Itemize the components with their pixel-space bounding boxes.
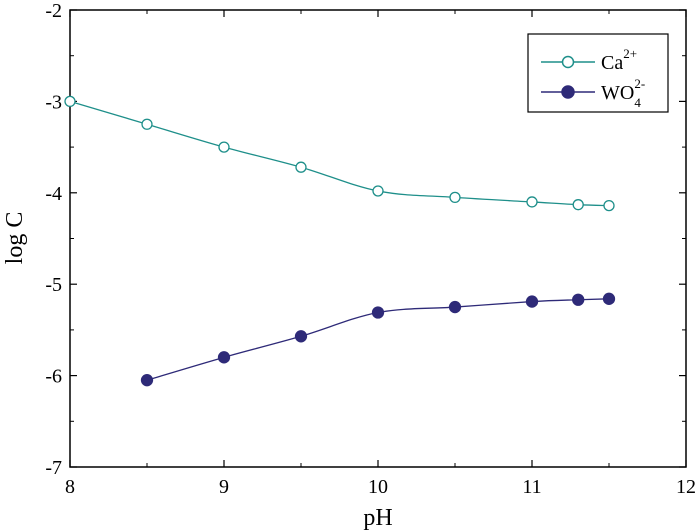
data-point <box>525 295 539 308</box>
data-point <box>218 141 230 153</box>
legend-label: Ca2+ <box>601 46 637 74</box>
y-tick-label: -4 <box>45 183 62 205</box>
legend-item-1: Ca2+ <box>541 46 637 74</box>
data-point <box>294 330 308 343</box>
y-axis-ticks: -7 -6 -5 -4 -3 -2 <box>45 0 686 479</box>
data-point <box>526 196 538 208</box>
data-point <box>572 293 585 306</box>
legend-label: WO2-4 <box>601 76 645 110</box>
x-tick-label: 10 <box>368 476 388 498</box>
legend-items: Ca2+WO2-4 <box>541 46 645 110</box>
data-point <box>572 199 584 211</box>
x-tick-label: 8 <box>65 476 75 498</box>
x-axis-ticks: 8 9 10 11 12 <box>65 10 696 498</box>
data-point <box>141 118 153 130</box>
legend-item-2: WO2-4 <box>541 76 645 110</box>
data-point <box>64 95 76 108</box>
data-point <box>217 351 231 364</box>
data-point <box>449 191 461 204</box>
data-point <box>140 374 154 387</box>
series-2 <box>140 292 616 387</box>
legend: Ca2+WO2-4 <box>527 33 669 113</box>
y-axis-title: log C <box>2 212 28 265</box>
x-tick-label: 11 <box>522 476 541 498</box>
x-tick-label: 12 <box>676 476 696 498</box>
data-point <box>602 292 616 305</box>
plot-area: 8 9 10 11 12 -7 -6 -5 -4 -3 -2 <box>45 0 696 498</box>
x-tick-label: 9 <box>219 476 229 498</box>
y-tick-label: -5 <box>45 274 62 296</box>
data-point <box>371 306 385 319</box>
series-line <box>69 100 610 207</box>
data-point <box>448 300 462 314</box>
data-point <box>295 161 307 173</box>
legend-box <box>527 33 669 113</box>
data-point <box>603 199 615 212</box>
series-layer <box>64 95 616 387</box>
data-point <box>372 185 384 197</box>
series-1 <box>64 95 615 212</box>
legend-marker <box>561 55 575 69</box>
y-tick-label: -3 <box>45 91 62 113</box>
legend-marker <box>561 85 575 99</box>
x-axis-title: pH <box>363 505 392 531</box>
y-tick-label: -6 <box>45 366 62 388</box>
y-tick-label: -7 <box>45 457 62 479</box>
y-tick-label: -2 <box>45 0 62 22</box>
